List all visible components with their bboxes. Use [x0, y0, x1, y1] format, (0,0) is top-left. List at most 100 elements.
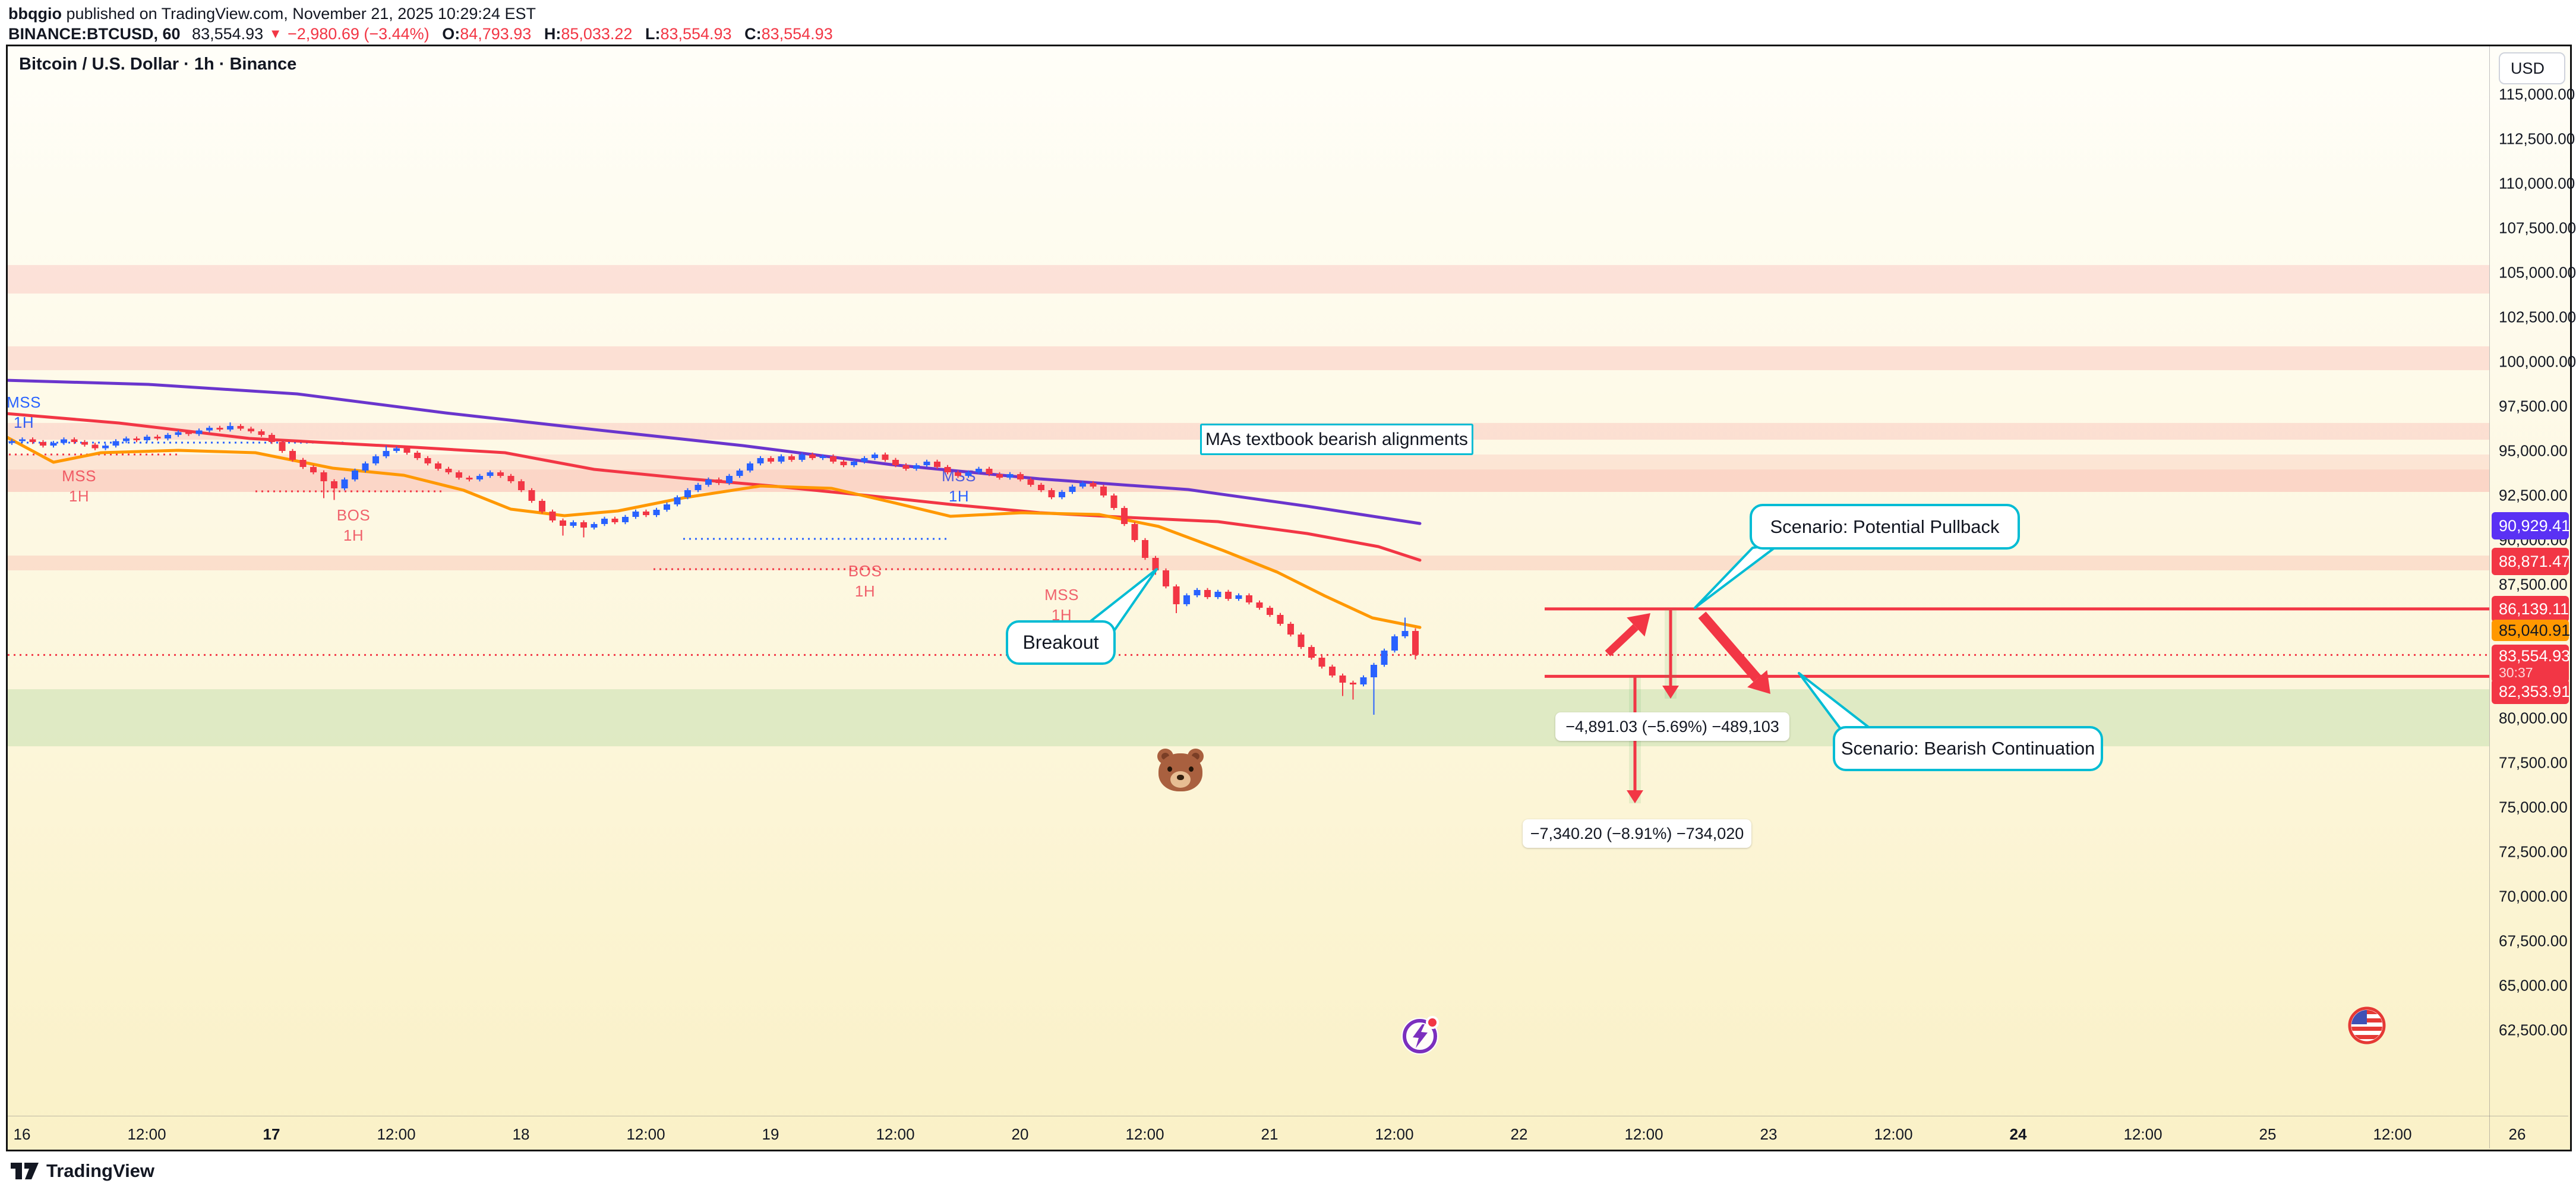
bear-nose-icon	[1177, 775, 1184, 780]
candle-body	[299, 460, 307, 467]
candle-body	[403, 448, 411, 453]
candle-body	[1339, 676, 1346, 683]
high-value: 85,033.22	[561, 25, 633, 43]
candle-body	[1038, 485, 1044, 490]
candle-body	[1204, 590, 1211, 597]
candle-body	[819, 456, 826, 458]
price-axis-label: 92,500.00	[2499, 486, 2568, 504]
candle-body	[694, 485, 702, 490]
price-change: −2,980.69 (−3.44%)	[287, 25, 430, 43]
low-value: 83,554.93	[660, 25, 732, 43]
candle-body	[1131, 524, 1138, 540]
candle-body	[1100, 487, 1107, 495]
candle-body	[383, 451, 390, 456]
callout-potential-pullback[interactable]: Scenario: Potential Pullback	[1750, 504, 2020, 550]
candle-body	[1048, 490, 1055, 497]
price-axis-separator[interactable]	[2489, 46, 2490, 1148]
time-axis-label: 22	[1510, 1125, 1528, 1143]
price-axis-label: 112,500.00	[2499, 130, 2575, 148]
supply-zone-2	[8, 346, 2489, 371]
candle-body	[1235, 595, 1242, 599]
candle-body	[1277, 615, 1284, 624]
down-triangle-icon: ▼	[269, 26, 282, 41]
candle-body	[466, 478, 473, 479]
ma-mid-red	[8, 412, 1422, 562]
candle-body	[560, 520, 566, 526]
price-axis-label: 72,500.00	[2499, 842, 2568, 861]
price-axis-label: 110,000.00	[2499, 174, 2575, 192]
symbol-status-line: BINANCE:BTCUSD, 60 83,554.93 ▼ −2,980.69…	[8, 25, 833, 43]
callout-breakout[interactable]: Breakout	[1006, 620, 1116, 665]
candle-body	[1183, 595, 1190, 604]
candle-body	[653, 510, 660, 515]
lightning-reaction-sticker[interactable]	[1400, 1015, 1441, 1056]
candle-body	[1163, 570, 1169, 586]
candle-body	[518, 481, 525, 490]
time-axis-label: 17	[263, 1125, 280, 1143]
price-axis-label: 115,000.00	[2499, 85, 2575, 103]
candle-body	[715, 479, 722, 483]
candle-body	[622, 517, 629, 522]
candle-body	[1006, 474, 1014, 478]
candle-body	[1256, 602, 1263, 608]
time-axis-label: 19	[762, 1125, 779, 1143]
candle-body	[643, 512, 649, 515]
candle-body	[788, 456, 795, 460]
price-axis-label: 62,500.00	[2499, 1021, 2568, 1039]
candle-body	[40, 442, 46, 446]
callout-bearish-continuation[interactable]: Scenario: Bearish Continuation	[1833, 726, 2103, 771]
continuation-arrow	[1698, 611, 1761, 682]
candle-body	[570, 522, 577, 526]
candle-body	[611, 519, 618, 522]
candle-body	[497, 472, 504, 476]
measure-label-2[interactable]: −7,340.20 (−8.91%) −734,020	[1523, 819, 1751, 848]
candle-body	[674, 497, 681, 504]
candle-body	[476, 476, 483, 479]
candle-body	[29, 439, 36, 442]
candle-body	[258, 431, 265, 435]
candle-body	[81, 442, 88, 445]
candle-body	[1027, 479, 1034, 485]
continuation-arrow-head	[1747, 670, 1770, 694]
candle-body	[1298, 635, 1305, 647]
candle-body	[726, 476, 733, 483]
tradingview-logo-icon	[11, 1163, 39, 1179]
candle-body	[144, 437, 150, 440]
measure-label-1[interactable]: −4,891.03 (−5.69%) −489,103	[1555, 712, 1789, 741]
bear-emoji-sticker[interactable]	[1157, 749, 1204, 793]
candle-body	[923, 462, 930, 465]
candle-body	[414, 453, 421, 458]
price-badge: 83,554.93 30:37	[2492, 645, 2570, 683]
candle-body	[1329, 667, 1336, 676]
candle-body	[549, 512, 556, 520]
lightning-icon	[1401, 1016, 1439, 1055]
candle-body	[944, 467, 951, 472]
author-name: bbqgio	[8, 5, 62, 23]
candle-body	[279, 442, 286, 451]
time-axis-label: 12:00	[1874, 1125, 1913, 1143]
candle-body	[601, 519, 608, 524]
time-axis-label: 12:00	[1125, 1125, 1164, 1143]
price-axis-label: 105,000.00	[2499, 263, 2576, 282]
candle-body	[1401, 631, 1409, 636]
time-axis-label: 12:00	[876, 1125, 915, 1143]
candle-body	[331, 481, 337, 488]
flag-reaction-sticker[interactable]	[2347, 1005, 2387, 1046]
candle-body	[61, 439, 67, 443]
time-axis-label: 21	[1261, 1125, 1278, 1143]
time-axis-label: 12:00	[377, 1125, 416, 1143]
price-badge: 85,040.91	[2492, 620, 2570, 641]
candle-body	[1142, 540, 1148, 558]
candle-body	[757, 458, 764, 463]
callout-ma-alignment[interactable]: MAs textbook bearish alignments	[1200, 424, 1473, 455]
time-axis-label: 18	[512, 1125, 530, 1143]
candle-body	[123, 438, 130, 441]
candle-body	[269, 435, 275, 442]
price-axis-label: 95,000.00	[2499, 441, 2568, 460]
candle-body	[19, 439, 26, 441]
candle-body	[830, 456, 836, 462]
currency-button[interactable]: USD	[2499, 52, 2565, 84]
price-badge: 82,353.91	[2492, 679, 2570, 704]
candle-body	[632, 512, 639, 517]
